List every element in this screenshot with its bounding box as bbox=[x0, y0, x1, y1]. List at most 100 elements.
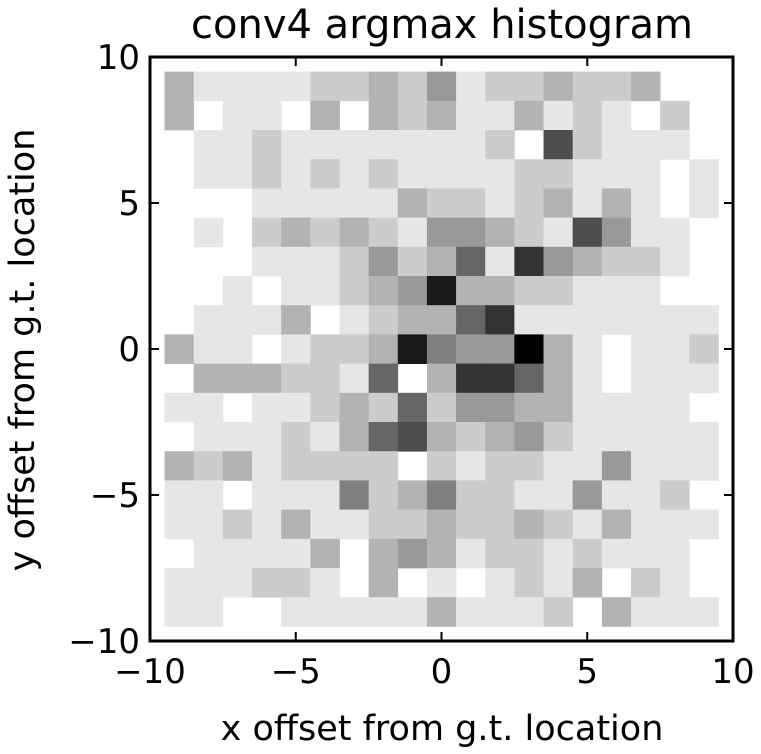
heatmap-cell bbox=[339, 422, 370, 452]
heatmap-cell bbox=[281, 71, 311, 102]
heatmap-cell bbox=[397, 538, 428, 569]
heatmap-cell bbox=[281, 451, 311, 481]
heatmap-cell bbox=[339, 451, 370, 481]
heatmap-cell bbox=[601, 538, 632, 569]
heatmap-cell bbox=[222, 451, 253, 481]
heatmap-cell bbox=[630, 334, 661, 364]
heatmap-cell bbox=[164, 568, 195, 598]
heatmap-cell bbox=[164, 334, 195, 364]
heatmap-cell bbox=[368, 480, 399, 510]
heatmap-cell bbox=[193, 451, 224, 481]
heatmap-cell bbox=[339, 334, 370, 364]
heatmap-cell bbox=[368, 451, 399, 481]
heatmap-cell bbox=[310, 71, 340, 102]
heatmap-cell bbox=[514, 392, 544, 423]
heatmap-cell bbox=[193, 363, 224, 394]
heatmap-cell bbox=[222, 159, 253, 189]
heatmap-cell bbox=[572, 392, 603, 423]
heatmap-cell bbox=[601, 246, 632, 277]
heatmap-cell bbox=[397, 130, 428, 160]
heatmap-cell bbox=[456, 159, 486, 189]
heatmap-cell bbox=[310, 100, 340, 131]
heatmap-cell bbox=[660, 100, 690, 131]
heatmap-cell bbox=[252, 246, 282, 277]
heatmap-cell bbox=[660, 305, 690, 335]
heatmap-cell bbox=[222, 71, 253, 102]
heatmap-cell bbox=[630, 451, 661, 481]
heatmap-cell bbox=[485, 480, 515, 510]
heatmap-cell bbox=[252, 392, 282, 423]
heatmap-cell bbox=[193, 568, 224, 598]
heatmap-cell bbox=[368, 276, 399, 306]
heatmap-cell bbox=[689, 451, 719, 481]
heatmap-cell bbox=[252, 538, 282, 569]
heatmap-cell bbox=[426, 188, 457, 218]
heatmap-cell bbox=[426, 422, 457, 452]
heatmap-cell bbox=[281, 130, 311, 160]
heatmap-cell bbox=[485, 188, 515, 218]
heatmap-cell bbox=[281, 538, 311, 569]
heatmap-cell bbox=[601, 188, 632, 218]
heatmap-cell bbox=[543, 130, 574, 160]
heatmap-cell bbox=[572, 334, 603, 364]
heatmap-cell bbox=[601, 100, 632, 131]
tick-labels: −10 −5 0 5 10 −10 −5 0 5 10 bbox=[68, 38, 754, 692]
heatmap-cell bbox=[630, 130, 661, 160]
heatmap-cell bbox=[543, 159, 574, 189]
heatmap-cell bbox=[339, 509, 370, 540]
heatmap-cell bbox=[543, 305, 574, 335]
heatmap-cell bbox=[426, 276, 457, 306]
heatmap-cell bbox=[543, 422, 574, 452]
heatmap-cell bbox=[514, 363, 544, 394]
heatmap-cell bbox=[339, 597, 370, 627]
heatmap-cell bbox=[456, 392, 486, 423]
heatmap-cell bbox=[689, 509, 719, 540]
heatmap-cell bbox=[193, 480, 224, 510]
heatmap-cell bbox=[310, 246, 340, 277]
heatmap-cell bbox=[543, 597, 574, 627]
heatmap-cell bbox=[368, 246, 399, 277]
heatmap-cells bbox=[164, 71, 719, 627]
heatmap-cell bbox=[601, 305, 632, 335]
heatmap-cell bbox=[601, 597, 632, 627]
heatmap-cell bbox=[572, 276, 603, 306]
heatmap-cell bbox=[252, 159, 282, 189]
heatmap-cell bbox=[543, 334, 574, 364]
heatmap-cell bbox=[368, 597, 399, 627]
heatmap-cell bbox=[630, 568, 661, 598]
heatmap-cell bbox=[310, 188, 340, 218]
heatmap-cell bbox=[426, 509, 457, 540]
heatmap-cell bbox=[514, 159, 544, 189]
heatmap-cell bbox=[252, 305, 282, 335]
heatmap-cell bbox=[572, 538, 603, 569]
heatmap-cell bbox=[572, 451, 603, 481]
heatmap-cell bbox=[193, 159, 224, 189]
heatmap-cell bbox=[456, 363, 486, 394]
heatmap-cell bbox=[426, 159, 457, 189]
heatmap-cell bbox=[514, 597, 544, 627]
heatmap-cell bbox=[222, 100, 253, 131]
heatmap-cell bbox=[281, 597, 311, 627]
heatmap-cell bbox=[368, 363, 399, 394]
heatmap-cell bbox=[368, 538, 399, 569]
heatmap-cell bbox=[310, 480, 340, 510]
heatmap-cell bbox=[660, 568, 690, 598]
heatmap-cell bbox=[514, 100, 544, 131]
heatmap-cell bbox=[339, 363, 370, 394]
heatmap-cell bbox=[281, 392, 311, 423]
heatmap-cell bbox=[397, 305, 428, 335]
heatmap-cell bbox=[601, 422, 632, 452]
heatmap-cell bbox=[514, 188, 544, 218]
heatmap-cell bbox=[310, 538, 340, 569]
heatmap-cell bbox=[485, 568, 515, 598]
heatmap-cell bbox=[310, 159, 340, 189]
heatmap-cell bbox=[281, 334, 311, 364]
heatmap-cell bbox=[252, 509, 282, 540]
heatmap-cell bbox=[310, 276, 340, 306]
heatmap-cell bbox=[426, 217, 457, 248]
heatmap-cell bbox=[252, 71, 282, 102]
y-tick-label: −5 bbox=[90, 476, 140, 516]
heatmap-cell bbox=[572, 217, 603, 248]
heatmap-cell bbox=[281, 217, 311, 248]
